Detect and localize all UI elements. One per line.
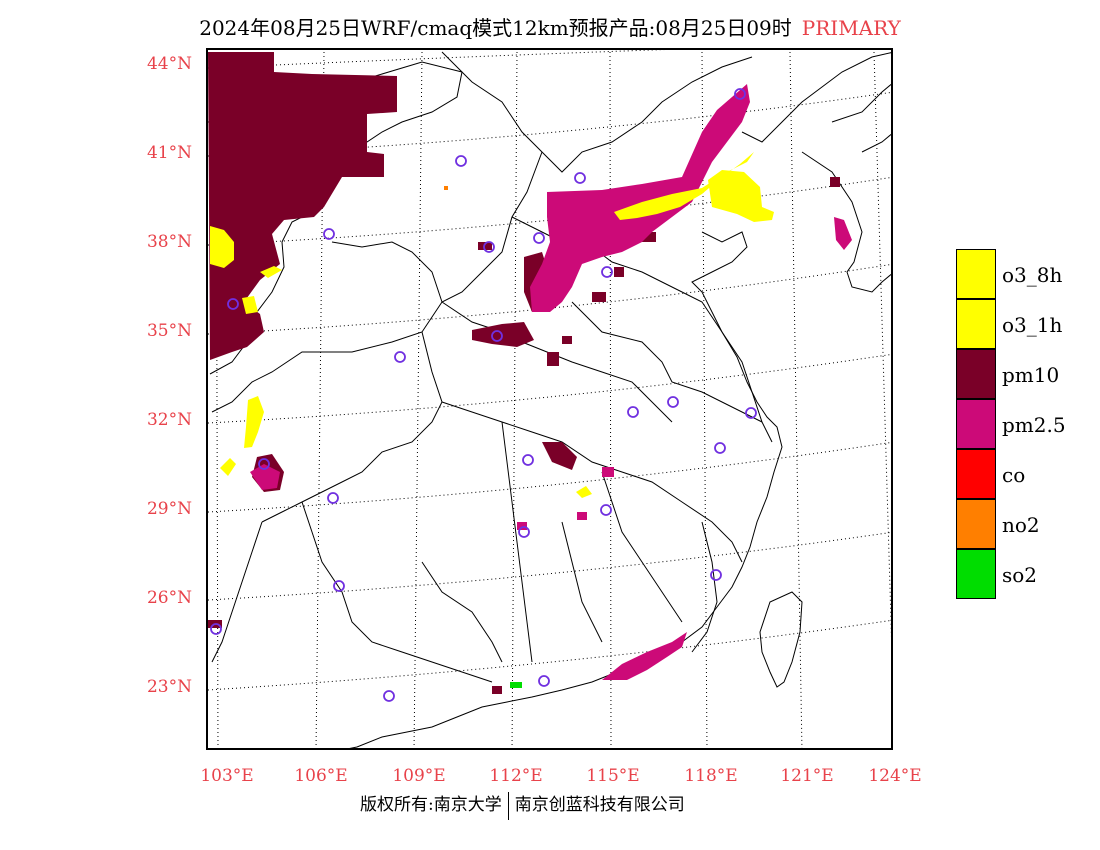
credit-right: 南京创蓝科技有限公司 — [514, 795, 685, 815]
credit-left: 版权所有:南京大学 — [360, 795, 502, 815]
legend-swatch — [956, 449, 996, 499]
primary-tag: PRIMARY — [801, 16, 901, 40]
lat-label-38: 38°N — [146, 232, 192, 252]
lon-label-109: 109°E — [392, 766, 446, 786]
title-text: 2024年08月25日WRF/cmaq模式12km预报产品:08月25日09时 — [199, 16, 792, 40]
legend-label: o3_1h — [1002, 313, 1063, 337]
legend-label: pm2.5 — [1002, 413, 1066, 437]
lon-label-118: 118°E — [684, 766, 738, 786]
legend-swatch — [956, 549, 996, 599]
lat-label-26: 26°N — [146, 588, 192, 608]
lon-label-112: 112°E — [489, 766, 543, 786]
lat-label-44: 44°N — [146, 54, 192, 74]
lon-label-121: 121°E — [780, 766, 834, 786]
legend-label: no2 — [1002, 513, 1040, 537]
lon-label-124: 124°E — [868, 766, 922, 786]
legend-swatch — [956, 399, 996, 449]
o3-regions — [210, 152, 774, 498]
no2-spot — [444, 186, 448, 190]
province-boundaries — [208, 51, 891, 748]
lat-label-35: 35°N — [146, 321, 192, 341]
map-canvas — [208, 50, 891, 748]
lon-label-103: 103°E — [200, 766, 254, 786]
pm25-regions — [250, 84, 852, 680]
credit-separator — [507, 791, 509, 820]
so2-spot — [510, 682, 522, 688]
legend-label: so2 — [1002, 563, 1038, 587]
legend-label: co — [1002, 463, 1026, 487]
lat-label-23: 23°N — [146, 677, 192, 697]
station-markers — [210, 88, 757, 702]
map-title: 2024年08月25日WRF/cmaq模式12km预报产品:08月25日09时 P… — [0, 12, 1100, 41]
lat-label-29: 29°N — [146, 499, 192, 519]
pollution-map — [206, 48, 893, 750]
legend-swatch — [956, 499, 996, 549]
copyright-credit: 版权所有:南京大学 南京创蓝科技有限公司 — [360, 790, 685, 820]
lat-label-41: 41°N — [146, 143, 192, 163]
legend-swatch — [956, 349, 996, 399]
lon-label-115: 115°E — [586, 766, 640, 786]
lat-label-32: 32°N — [146, 410, 192, 430]
legend-label: pm10 — [1002, 363, 1060, 387]
lon-label-106: 106°E — [294, 766, 348, 786]
legend-swatch — [956, 249, 996, 299]
legend-label: o3_8h — [1002, 263, 1063, 287]
legend-swatch — [956, 299, 996, 349]
